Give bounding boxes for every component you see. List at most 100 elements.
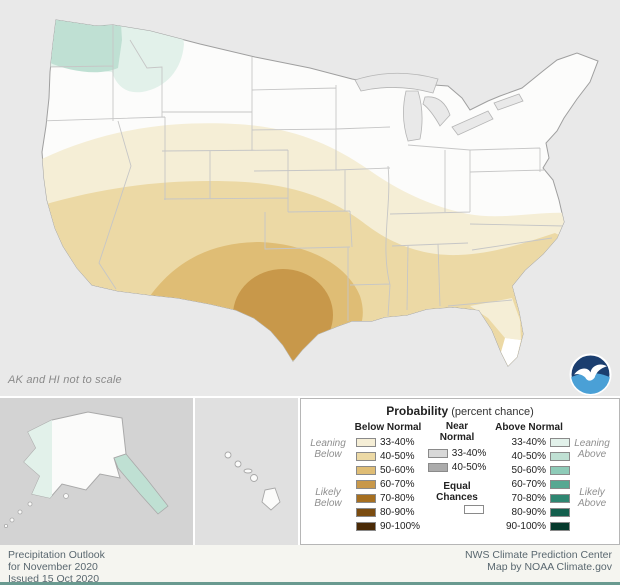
legend-row: 60-70% — [350, 477, 426, 491]
legend-swatch — [550, 479, 570, 489]
legend-row-label: 33-40% — [451, 447, 487, 459]
legend-row: 50-60% — [488, 463, 570, 477]
legend-row: 50-60% — [350, 463, 426, 477]
below-normal-column: Below Normal 33-40% 40-50% — [350, 421, 426, 533]
legend-row-label: 33-40% — [380, 436, 415, 448]
footer-credit-line-1: NWS Climate Prediction Center — [464, 549, 612, 561]
noaa-logo-gull-icon — [574, 364, 607, 381]
equal-chances-label: Equal Chances — [436, 481, 478, 503]
florida-33-40-patch — [470, 298, 521, 340]
legend-swatch — [356, 507, 376, 517]
hawaii-inset — [195, 398, 298, 545]
lake-michigan — [403, 90, 423, 142]
legend-row: 90-100% — [350, 519, 426, 533]
equal-chances-swatch — [464, 505, 484, 514]
legend-row: 33-40% — [350, 435, 426, 449]
alaska-panhandle-above-40-50-region — [113, 453, 169, 515]
legend-title: Probability (percent chance) — [301, 404, 619, 418]
legend-row: 80-90% — [350, 505, 426, 519]
legend-swatch — [550, 451, 570, 461]
state-borders — [42, 25, 565, 321]
above-normal-rows: 33-40% 40-50% 50-60% — [488, 435, 570, 533]
legend-swatch — [356, 437, 376, 447]
below-normal-60-70-region — [233, 269, 333, 361]
spacer — [570, 421, 614, 435]
legend-row: 90-100% — [488, 519, 570, 533]
conus-map-area: AK and HI not to scale — [8, 19, 612, 396]
above-normal-header: Above Normal — [495, 422, 563, 433]
legend-swatch — [356, 465, 376, 475]
above-normal-40-50-region — [42, 20, 122, 73]
legend-row-label: 40-50% — [380, 450, 415, 462]
legend-swatch — [427, 462, 448, 472]
legend-row: 40-50% — [488, 449, 570, 463]
insets-row: Probability (percent chance) Leaning Belo… — [0, 396, 620, 545]
aleutian-islands — [4, 493, 69, 529]
hawaii-map — [224, 451, 281, 511]
above-normal-column: Above Normal 33-40% 40-50% — [488, 421, 570, 533]
lake-huron — [422, 96, 451, 127]
legend-panel: Probability (percent chance) Leaning Belo… — [300, 398, 620, 545]
footer-line-3: Issued 15 Oct 2020 — [8, 573, 100, 585]
below-group-labels: Leaning Below Likely Below — [306, 421, 350, 533]
footer-credit-line-2: Map by NOAA Climate.gov — [487, 561, 612, 573]
legend-swatch — [356, 451, 376, 461]
legend-title-note: (percent chance) — [451, 406, 534, 418]
legend-swatch — [550, 493, 570, 503]
legend-row: 40-50% — [426, 460, 488, 474]
likely-above-label: Likely Above — [577, 487, 607, 509]
legend-row-label: 80-90% — [380, 506, 415, 518]
legend-row-label: 33-40% — [511, 436, 546, 448]
legend-swatch — [550, 437, 570, 447]
legend-swatch — [550, 507, 570, 517]
legend-row: 60-70% — [488, 477, 570, 491]
legend-swatch — [550, 465, 570, 475]
near-normal-header: Near Normal — [439, 421, 475, 443]
lake-erie — [451, 110, 494, 136]
alaska-inset — [0, 398, 193, 545]
legend-row-label: 50-60% — [511, 464, 546, 476]
legend-row-label: 60-70% — [511, 478, 546, 490]
legend-swatch — [427, 448, 448, 458]
legend-columns: Leaning Below Likely Below Below Normal … — [301, 421, 619, 533]
legend-row-label: 40-50% — [511, 450, 546, 462]
near-normal-rows: 33-40% 40-50% — [426, 446, 488, 474]
noaa-logo-ocean — [571, 372, 610, 394]
above-group-labels: Leaning Above Likely Above — [570, 421, 614, 533]
leaning-below-label: Leaning Below — [310, 438, 346, 460]
conus-map-canvas — [41, 19, 599, 367]
legend-title-word: Probability — [386, 404, 449, 418]
legend-row: 70-80% — [488, 491, 570, 505]
great-lakes — [354, 72, 524, 142]
legend-row-label: 70-80% — [380, 492, 415, 504]
legend-row-label: 80-90% — [511, 506, 546, 518]
noaa-logo — [569, 353, 612, 396]
below-normal-rows: 33-40% 40-50% 50-60% — [350, 435, 426, 533]
near-normal-column: Near Normal 33-40% 40-50% — [426, 421, 488, 533]
legend-row-label: 40-50% — [451, 461, 487, 473]
footer-line-1: Precipitation Outlook — [8, 549, 105, 561]
legend-row-label: 60-70% — [380, 478, 415, 490]
legend-row: 40-50% — [350, 449, 426, 463]
legend-swatch — [550, 521, 570, 531]
florida-equal-chances-patch — [501, 338, 521, 366]
legend-row: 70-80% — [350, 491, 426, 505]
footer-issuance-info: Precipitation Outlook for November 2020 … — [8, 549, 105, 585]
legend-swatch — [356, 479, 376, 489]
footer-line-2: for November 2020 — [8, 561, 98, 573]
likely-below-label: Likely Below — [314, 487, 342, 509]
hawaii-islands — [224, 451, 281, 511]
leaning-above-label: Leaning Above — [574, 438, 610, 460]
spacer — [306, 421, 350, 435]
legend-row-label: 50-60% — [380, 464, 415, 476]
alaska-map — [4, 411, 169, 529]
legend-swatch — [356, 493, 376, 503]
legend-row-label: 90-100% — [380, 520, 421, 532]
legend-swatch — [356, 521, 376, 531]
legend-row: 80-90% — [488, 505, 570, 519]
lake-ontario — [493, 93, 524, 111]
legend-row: 33-40% — [426, 446, 488, 460]
alaska-above-33-40-region — [24, 412, 52, 498]
legend-row: 33-40% — [488, 435, 570, 449]
